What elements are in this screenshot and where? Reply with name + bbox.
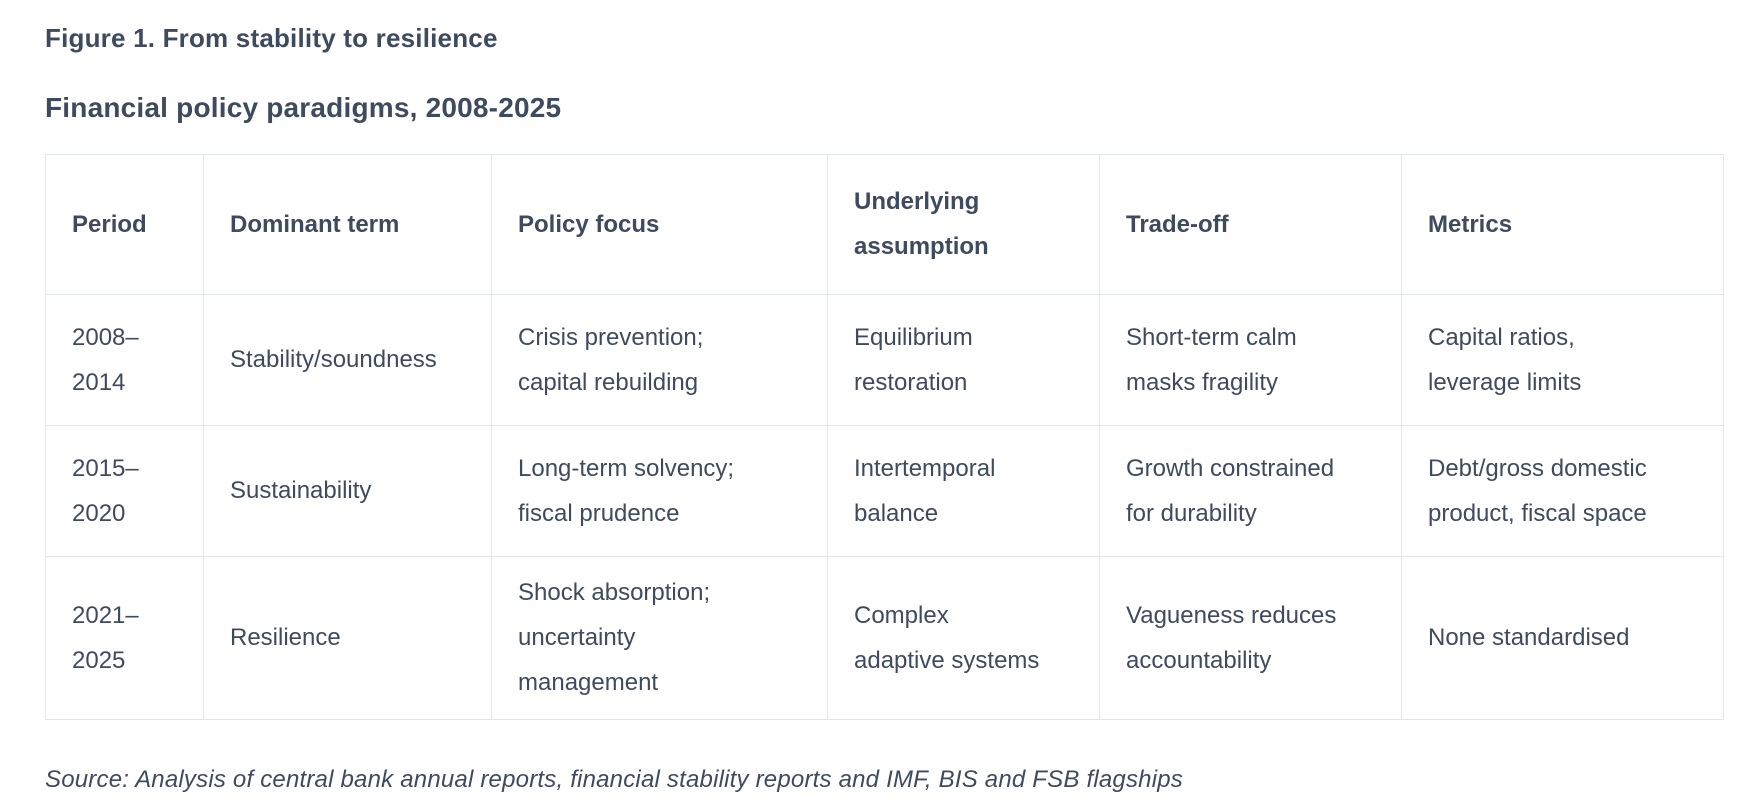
column-header-dominant-term: Dominant term <box>203 153 492 295</box>
cell-trade-off: Vagueness reduces accountability <box>1099 555 1402 720</box>
table-row-2021-2025: 2021– 2025 Resilience Shock absorption; … <box>45 555 1724 720</box>
column-header-underlying-assumption: Underlying assumption <box>827 153 1100 295</box>
cell-metrics: Capital ratios, leverage limits <box>1401 293 1724 426</box>
cell-dominant-term: Stability/soundness <box>203 293 492 426</box>
cell-policy-focus: Shock absorption; uncertainty management <box>491 555 828 720</box>
figure-title: Figure 1. From stability to resilience <box>45 23 498 53</box>
cell-underlying-assumption: Intertemporal balance <box>827 424 1100 557</box>
table-row-2008-2014: 2008– 2014 Stability/soundness Crisis pr… <box>45 293 1724 426</box>
cell-trade-off: Short-term calm masks fragility <box>1099 293 1402 426</box>
cell-underlying-assumption: Equilibrium restoration <box>827 293 1100 426</box>
cell-dominant-term: Resilience <box>203 555 492 720</box>
cell-period: 2021– 2025 <box>45 555 204 720</box>
cell-metrics: Debt/gross domestic product, fiscal spac… <box>1401 424 1724 557</box>
column-header-period: Period <box>45 153 204 295</box>
cell-policy-focus: Long-term solvency; fiscal prudence <box>491 424 828 557</box>
column-header-metrics: Metrics <box>1401 153 1724 295</box>
cell-underlying-assumption: Complex adaptive systems <box>827 555 1100 720</box>
cell-trade-off: Growth constrained for durability <box>1099 424 1402 557</box>
table-row-2015-2020: 2015– 2020 Sustainability Long-term solv… <box>45 424 1724 557</box>
cell-policy-focus: Crisis prevention; capital rebuilding <box>491 293 828 426</box>
cell-dominant-term: Sustainability <box>203 424 492 557</box>
table-header-row: Period Dominant term Policy focus Underl… <box>45 153 1724 295</box>
cell-period: 2008– 2014 <box>45 293 204 426</box>
source-note: Source: Analysis of central bank annual … <box>45 765 1183 793</box>
cell-period: 2015– 2020 <box>45 424 204 557</box>
column-header-trade-off: Trade-off <box>1099 153 1402 295</box>
column-header-policy-focus: Policy focus <box>491 153 828 295</box>
figure-subtitle: Financial policy paradigms, 2008-2025 <box>45 91 562 123</box>
cell-metrics: None standardised <box>1401 555 1724 720</box>
paradigms-table: Period Dominant term Policy focus Underl… <box>45 153 1724 720</box>
